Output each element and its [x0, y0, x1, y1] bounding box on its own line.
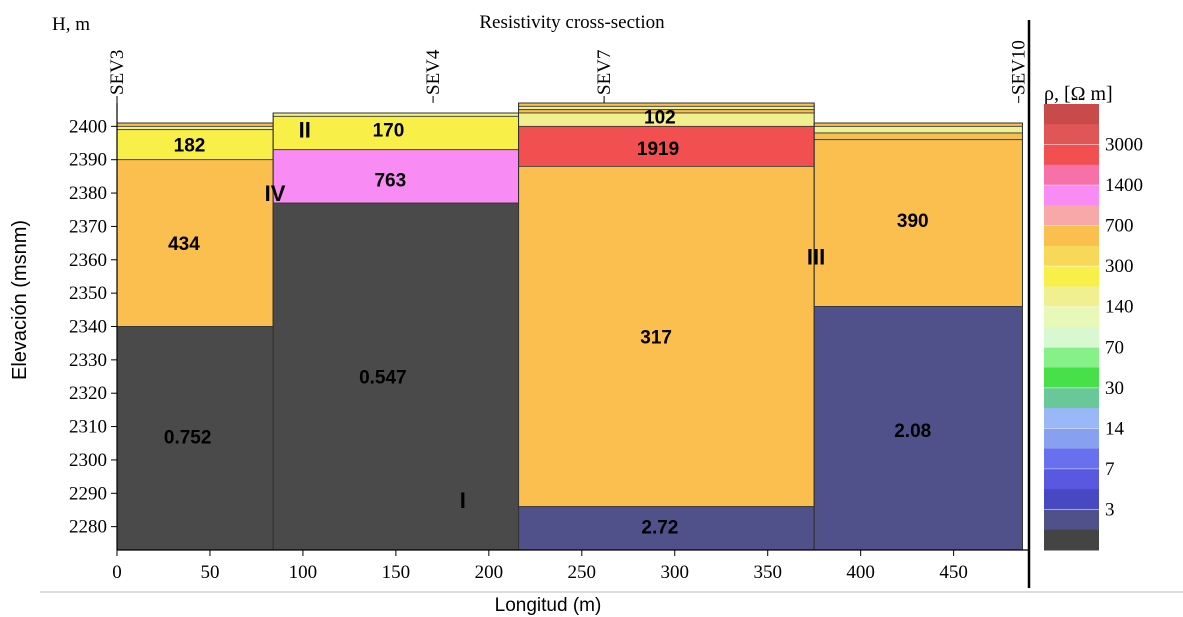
layer-rect	[116, 159, 274, 327]
layer-rect	[518, 125, 815, 167]
sounding-label: SEV3	[107, 50, 128, 95]
layer-rect	[116, 125, 274, 131]
layer-value-label: 170	[373, 121, 405, 142]
legend-tick-label: 3000	[1105, 135, 1143, 156]
legend-swatch	[1044, 306, 1099, 328]
legend-tick-label: 300	[1105, 256, 1134, 277]
legend-tick-label: 1400	[1105, 175, 1143, 196]
x-tick-label: 400	[846, 562, 875, 583]
layer-rect	[116, 326, 274, 551]
y-tick-label: 2370	[69, 216, 107, 237]
layer-rect	[272, 202, 519, 551]
y-tick-label: 2380	[69, 183, 107, 204]
legend-tick-label: 14	[1105, 418, 1125, 439]
y-corner-label: H, m	[52, 14, 90, 35]
layer-value-label: 0.752	[164, 428, 212, 449]
legend-swatch	[1044, 428, 1099, 450]
layer-rect	[518, 102, 815, 107]
legend-swatch	[1044, 448, 1099, 470]
x-tick-label: 0	[112, 562, 122, 583]
layer-value-label: 0.547	[359, 368, 407, 389]
x-tick-label: 50	[200, 562, 219, 583]
y-tick-label: 2290	[69, 483, 107, 504]
legend-title: ρ, [Ω m]	[1044, 83, 1113, 105]
axes: 0 50 100 150 200 250 300 350 400 450 2280 2290 2300 2…	[40, 20, 1183, 593]
legend-swatch	[1044, 347, 1099, 369]
legend-swatch	[1044, 164, 1099, 186]
legend-swatch	[1044, 144, 1099, 166]
unit-label: III	[807, 244, 825, 269]
legend-swatch	[1044, 205, 1099, 227]
x-tick-label: 200	[475, 562, 504, 583]
legend-swatch	[1044, 185, 1099, 206]
y-tick-label: 2280	[69, 517, 107, 538]
layer-rect	[813, 122, 1023, 127]
layer-rect	[116, 129, 274, 161]
y-tick-label: 2340	[69, 317, 107, 338]
legend-swatch	[1044, 124, 1099, 146]
legend-swatch	[1044, 529, 1099, 551]
sounding-label: SEV4	[423, 49, 444, 95]
legend-swatch	[1044, 468, 1099, 490]
unit-label: IV	[265, 181, 286, 206]
x-tick-label: 450	[939, 562, 968, 583]
legend: 3000 1400 700 300 140 70 30 14 7 3	[1044, 104, 1143, 551]
layer-value-label: 763	[374, 171, 406, 192]
x-tick-label: 250	[568, 562, 597, 583]
legend-tick-label: 140	[1105, 297, 1134, 318]
legend-swatch	[1044, 266, 1099, 287]
plot-layers: 182 434 0.752 170 763 0.547 102 1919 317 2.72 390 2…	[116, 102, 1023, 551]
unit-label: I	[460, 488, 466, 513]
layer-rect	[813, 139, 1023, 307]
sounding-label: SEV7	[594, 50, 615, 95]
x-tick-label: 350	[753, 562, 782, 583]
legend-swatch	[1044, 327, 1099, 348]
x-axis-label: Longitud (m)	[495, 595, 602, 616]
x-tick-label: 150	[382, 562, 411, 583]
y-tick-label: 2320	[69, 383, 107, 404]
layer-rect	[518, 165, 815, 508]
layer-rect	[813, 132, 1023, 141]
layer-value-label: 182	[174, 136, 206, 157]
layer-rect	[813, 306, 1023, 551]
layer-rect	[813, 125, 1023, 134]
legend-swatch	[1044, 225, 1099, 247]
layer-value-label: 317	[640, 328, 672, 349]
y-tick-label: 2330	[69, 350, 107, 371]
legend-swatch	[1044, 104, 1099, 125]
x-tick-label: 100	[289, 562, 318, 583]
legend-tick-label: 3	[1105, 499, 1115, 520]
layer-value-label: 390	[897, 211, 929, 232]
legend-swatch	[1044, 367, 1099, 389]
legend-swatch	[1044, 245, 1099, 267]
layer-value-label: 2.08	[894, 421, 931, 442]
layer-rect	[272, 112, 519, 117]
legend-swatch	[1044, 489, 1099, 510]
y-tick-label: 2300	[69, 450, 107, 471]
x-tick-label: 300	[661, 562, 690, 583]
layer-value-label: 2.72	[641, 518, 678, 539]
y-tick-label: 2310	[69, 417, 107, 438]
y-tick-label: 2350	[69, 283, 107, 304]
legend-tick-label: 7	[1105, 459, 1115, 480]
layer-value-label: 1919	[637, 139, 679, 160]
legend-swatch	[1044, 509, 1099, 531]
legend-tick-label: 30	[1105, 378, 1124, 399]
y-tick-label: 2360	[69, 250, 107, 271]
legend-tick-label: 700	[1105, 216, 1134, 237]
legend-swatch	[1044, 387, 1099, 409]
legend-swatch	[1044, 286, 1099, 308]
layer-rect	[116, 122, 274, 127]
y-axis-label: Elevación (msnm)	[9, 220, 31, 380]
chart-title: Resistivity cross-section	[479, 12, 665, 33]
layer-value-label: 434	[168, 234, 200, 255]
layer-value-label: 102	[644, 107, 676, 128]
legend-tick-label: 70	[1105, 337, 1124, 358]
y-tick-label: 2390	[69, 150, 107, 171]
unit-label: II	[299, 118, 311, 143]
sounding-label: SEV10	[1009, 40, 1030, 95]
legend-swatch	[1044, 408, 1099, 429]
y-tick-label: 2400	[69, 116, 107, 137]
